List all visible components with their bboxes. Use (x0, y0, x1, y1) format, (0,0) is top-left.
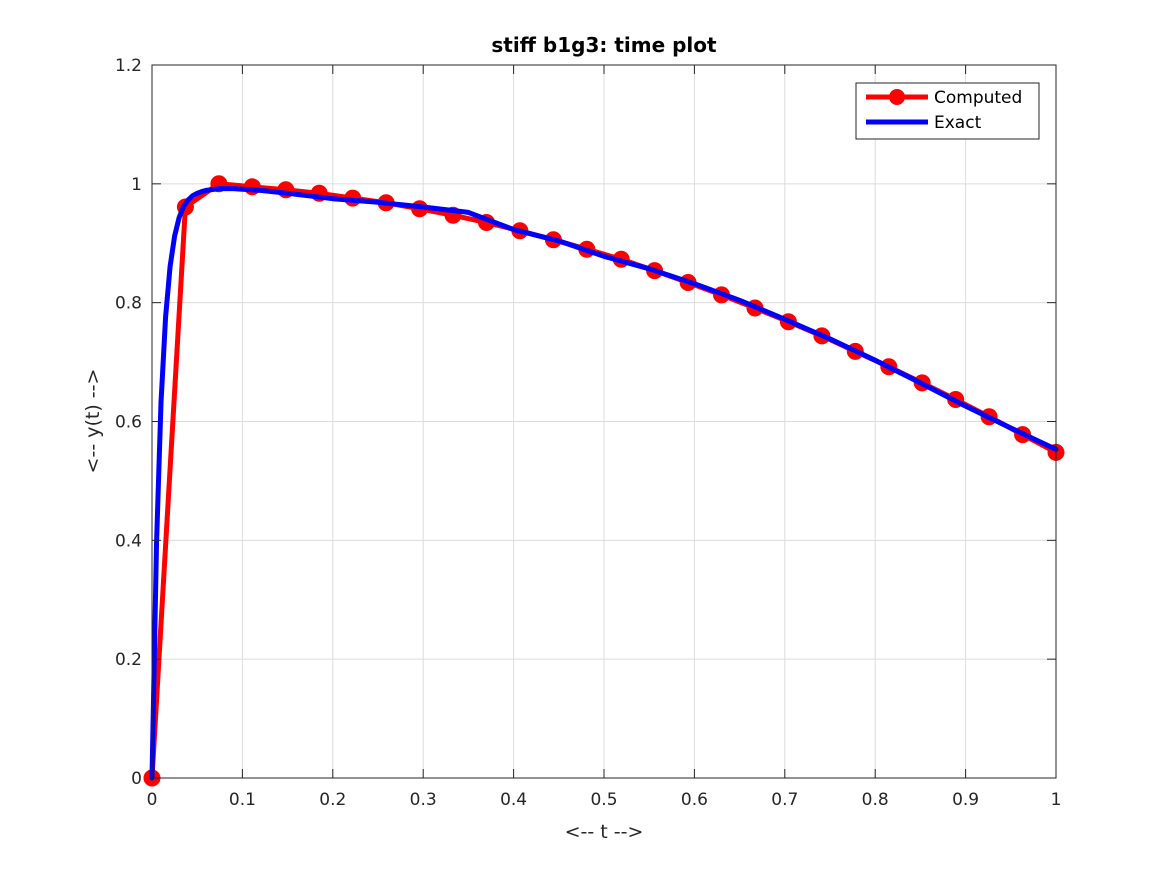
x-tick-label: 0.4 (500, 790, 527, 810)
x-tick-label: 0.3 (410, 790, 437, 810)
x-tick-label: 0.6 (681, 790, 708, 810)
y-tick-label: 1.2 (115, 56, 142, 76)
y-tick-label: 0 (131, 769, 142, 789)
legend: Computed Exact (855, 82, 1040, 140)
y-tick-labels: 0 0.2 0.4 0.6 0.8 1 1.2 (115, 56, 142, 789)
tick-marks (151, 64, 1057, 779)
exact-series-line (149, 186, 1059, 781)
x-tick-labels: 0 0.1 0.2 0.3 0.4 0.5 0.6 0.7 0.8 0.9 1 (147, 790, 1062, 810)
legend-box (855, 82, 1040, 140)
x-tick-label: 1 (1051, 790, 1062, 810)
y-tick-label: 0.2 (115, 650, 142, 670)
x-tick-label: 0.8 (862, 790, 889, 810)
x-tick-label: 0.5 (590, 790, 617, 810)
y-tick-label: 0.8 (115, 294, 142, 314)
legend-computed-label: Computed (934, 88, 1022, 108)
x-tick-label: 0 (147, 790, 158, 810)
chart-title: stiff b1g3: time plot (491, 33, 717, 57)
x-tick-label: 0.2 (319, 790, 346, 810)
legend-exact-label: Exact (934, 113, 982, 133)
x-axis-label: <-- t --> (565, 821, 644, 843)
y-axis-label: <-- y(t) --> (82, 369, 104, 474)
x-tick-label: 0.9 (952, 790, 979, 810)
x-tick-label: 0.1 (229, 790, 256, 810)
series-layer (143, 175, 1065, 787)
x-tick-label: 0.7 (771, 790, 798, 810)
y-tick-label: 0.4 (115, 531, 142, 551)
legend-computed-marker (889, 89, 905, 105)
y-tick-label: 0.6 (115, 413, 142, 433)
y-tick-label: 1 (131, 175, 142, 195)
